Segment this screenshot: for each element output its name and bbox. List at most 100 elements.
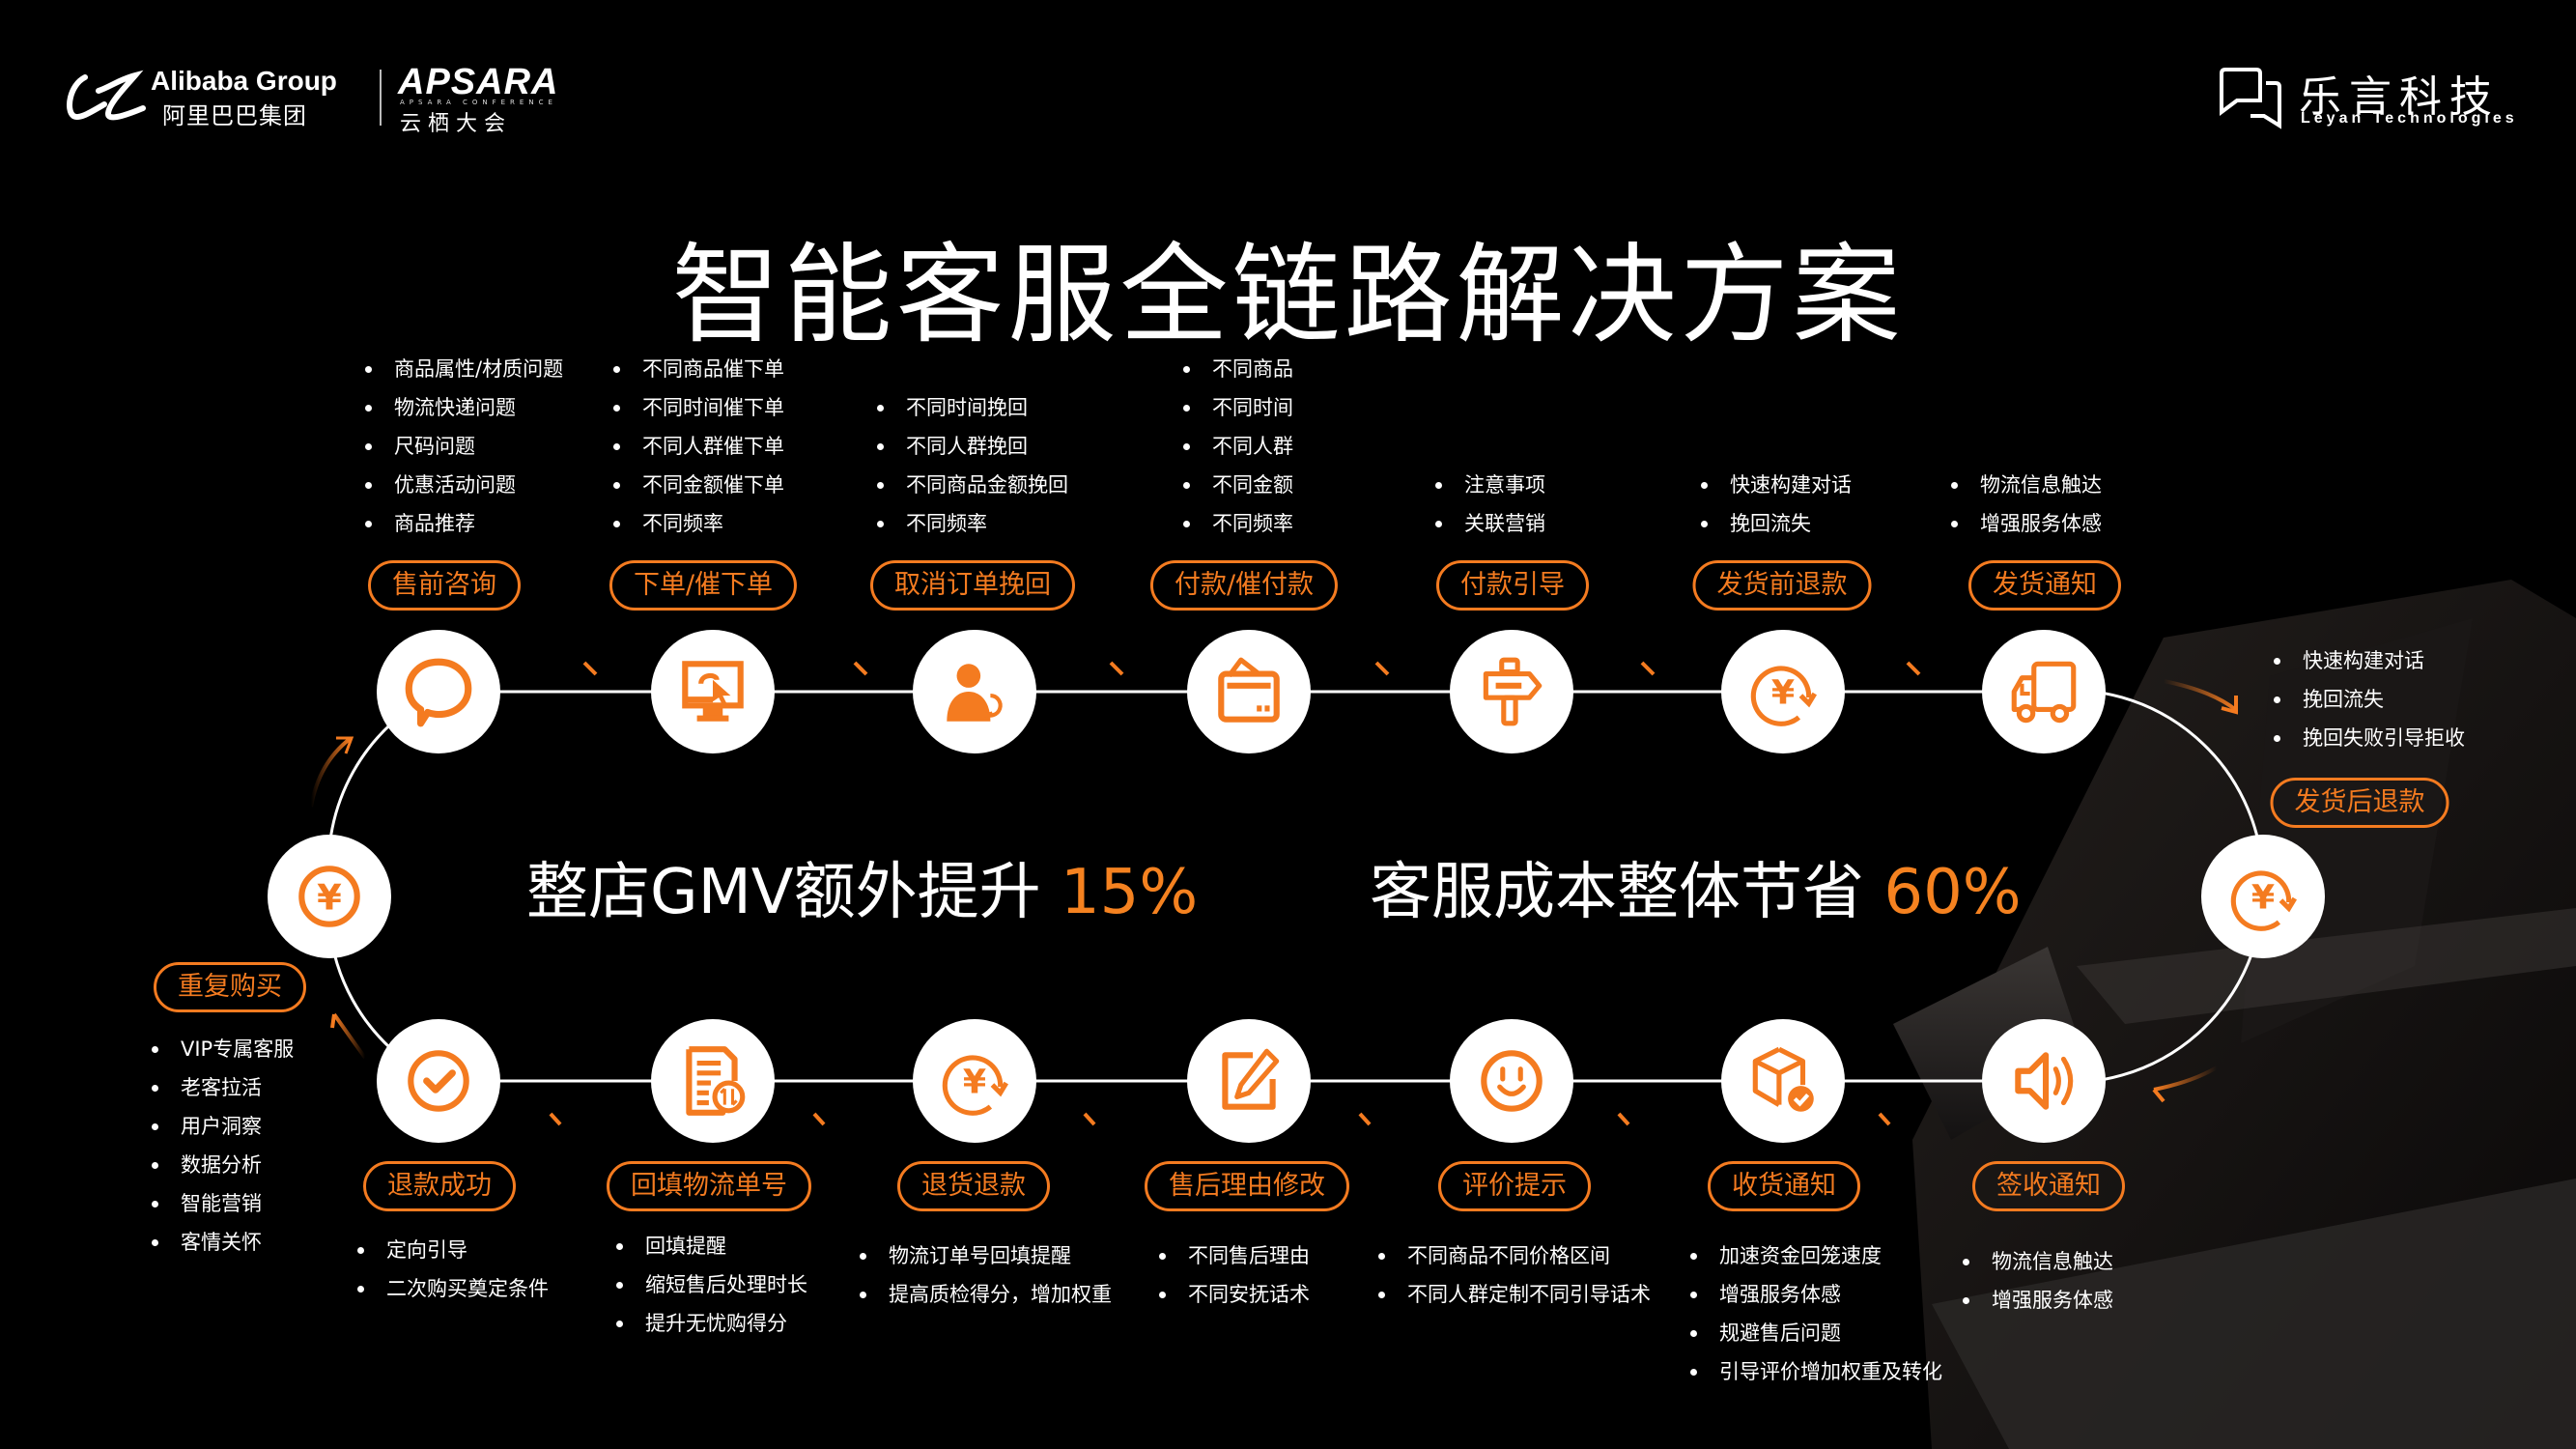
bullet-item: 回填提醒 [614,1227,807,1265]
node-order-reminder[interactable] [651,630,775,753]
bullet-item: 不同商品催下单 [611,350,784,388]
page-title: 智能客服全链路解决方案 [671,233,1905,359]
bullet-item: 商品属性/材质问题 [363,350,563,388]
node-fill-tracking[interactable] [651,1019,775,1143]
stat-cost-label: 客服成本整体节省 [1370,857,1884,928]
bullet-item: 不同金额催下单 [611,466,784,504]
bullets-repeat-purchase: VIP专属客服 老客拉活 用户洞察 数据分析 智能营销 客情关怀 [150,1030,294,1262]
alibaba-swoosh-icon [67,70,146,121]
bullet-item: 不同时间挽回 [875,388,1068,427]
stage-receipt-notice[interactable]: 收货通知 [1708,1161,1860,1211]
bullet-item: 物流订单号回填提醒 [858,1236,1112,1275]
bullet-item: 定向引导 [355,1231,549,1269]
stage-signed-notice[interactable]: 签收通知 [1972,1161,2125,1211]
bullet-item: 不同频率 [875,504,1068,543]
stage-aftersale-reason[interactable]: 售后理由修改 [1145,1161,1349,1211]
bullet-item: 不同频率 [1181,504,1293,543]
bullet-item: 不同人群 [1181,427,1293,466]
stage-presale-consult[interactable]: 售前咨询 [368,560,521,611]
bullet-item: 物流信息触达 [1949,466,2102,504]
bullets-review-prompt: 不同商品不同价格区间 不同人群定制不同引导话术 [1376,1236,1651,1314]
node-payment-guide[interactable] [1450,630,1573,753]
apsara-cn-text: 云 栖 大 会 [400,112,505,136]
svg-text:¥: ¥ [963,1063,986,1101]
bullet-item: 增强服务体感 [1949,504,2102,543]
stage-cancel-recovery[interactable]: 取消订单挽回 [870,560,1075,611]
node-receipt-notice[interactable] [1721,1019,1845,1143]
node-refund-success[interactable] [377,1019,500,1143]
bullet-item: 提升无忧购得分 [614,1304,807,1343]
node-return-refund[interactable]: ¥ [913,1019,1036,1143]
bullet-item: 二次购买奠定条件 [355,1269,549,1308]
node-cancel-recovery[interactable] [913,630,1036,753]
stat-cost-value: 60% [1883,857,2022,928]
leyan-logo: 乐言科技 Leyan Technologies [2218,62,2527,133]
chat-bubble-icon [405,658,472,727]
node-post-ship-refund[interactable]: ¥ [2201,835,2325,958]
svg-text:¥: ¥ [317,876,342,918]
bullets-return-refund: 物流订单号回填提醒 提高质检得分，增加权重 [858,1236,1112,1314]
bullets-receipt-notice: 加速资金回笼速度 增强服务体感 规避售后问题 引导评价增加权重及转化 [1688,1236,1942,1391]
stage-fill-tracking[interactable]: 回填物流单号 [607,1161,811,1211]
monitor-click-icon [682,661,744,722]
bullet-item: 挽回失败引导拒收 [2272,719,2465,757]
node-presale-consult[interactable] [377,630,500,753]
bullet-item: 增强服务体感 [1961,1281,2113,1320]
alibaba-cn-text: 阿里巴巴集团 [162,102,307,129]
apsara-en-text: APSARA [398,62,559,102]
bullet-item: 不同人群催下单 [611,427,784,466]
bullet-item: 不同商品金额挽回 [875,466,1068,504]
bullet-item: 增强服务体感 [1688,1275,1942,1314]
yen-refund-icon: ¥ [2230,870,2297,931]
stage-order-reminder[interactable]: 下单/催下单 [609,560,798,611]
node-review-prompt[interactable] [1450,1019,1573,1143]
bullet-item: 不同售后理由 [1157,1236,1310,1275]
stage-post-ship-refund[interactable]: 发货后退款 [2270,778,2449,828]
stage-payment-reminder[interactable]: 付款/催付款 [1149,560,1339,611]
bullets-signed-notice: 物流信息触达 增强服务体感 [1961,1242,2113,1320]
bullet-item: 尺码问题 [363,427,563,466]
bullet-item: 关联营销 [1433,504,1545,543]
truck-icon [2011,661,2077,724]
apsara-sub-text: APSARA CONFERENCE [400,99,557,106]
node-aftersale-reason[interactable] [1187,1019,1311,1143]
bullet-item: 加速资金回笼速度 [1688,1236,1942,1275]
bullets-post-ship-refund: 快速构建对话 挽回流失 挽回失败引导拒收 [2272,641,2465,757]
bullet-item: 引导评价增加权重及转化 [1688,1352,1942,1391]
bullet-item: 不同时间 [1181,388,1293,427]
node-ship-notice[interactable] [1982,630,2106,753]
node-repeat-purchase[interactable]: ¥ [268,835,391,958]
leyan-chat-icon [2220,68,2281,129]
stage-pre-ship-refund[interactable]: 发货前退款 [1692,560,1872,611]
bullets-ship-notice: 物流信息触达 增强服务体感 [1949,466,2102,543]
stage-repeat-purchase[interactable]: 重复购买 [154,962,306,1012]
smiley-icon [1481,1050,1543,1112]
svg-text:¥: ¥ [1771,673,1795,712]
node-payment-reminder[interactable] [1187,630,1311,753]
bullet-item: 不同时间催下单 [611,388,784,427]
bullet-item: 快速构建对话 [1699,466,1852,504]
leyan-en-text: Leyan Technologies [2301,110,2518,127]
bullets-aftersale-reason: 不同售后理由 不同安抚话术 [1157,1236,1310,1314]
stage-return-refund[interactable]: 退货退款 [897,1161,1050,1211]
node-signed-notice[interactable] [1982,1019,2106,1143]
bullet-item: 不同商品不同价格区间 [1376,1236,1651,1275]
stage-payment-guide[interactable]: 付款引导 [1436,560,1589,611]
stage-refund-success[interactable]: 退款成功 [363,1161,516,1211]
bullet-item: 商品推荐 [363,504,563,543]
wallet-card-icon [1218,657,1280,723]
node-pre-ship-refund[interactable]: ¥ [1721,630,1845,753]
bullet-item: 挽回流失 [1699,504,1852,543]
bullets-refund-success: 定向引导 二次购买奠定条件 [355,1231,549,1308]
edit-pencil-icon [1222,1048,1280,1110]
bullet-item: VIP专属客服 [150,1030,294,1068]
yen-refund-icon: ¥ [1750,666,1817,726]
stat-gmv-value: 15% [1060,857,1199,928]
stage-ship-notice[interactable]: 发货通知 [1968,560,2121,611]
stat-cost: 客服成本整体节省 60% [1370,842,2022,931]
bullets-fill-tracking: 回填提醒 缩短售后处理时长 提升无忧购得分 [614,1227,807,1343]
signpost-icon [1483,657,1543,726]
bullets-pay-guide: 注意事项 关联营销 [1433,466,1545,543]
stage-review-prompt[interactable]: 评价提示 [1438,1161,1591,1211]
check-circle-icon [408,1050,469,1112]
